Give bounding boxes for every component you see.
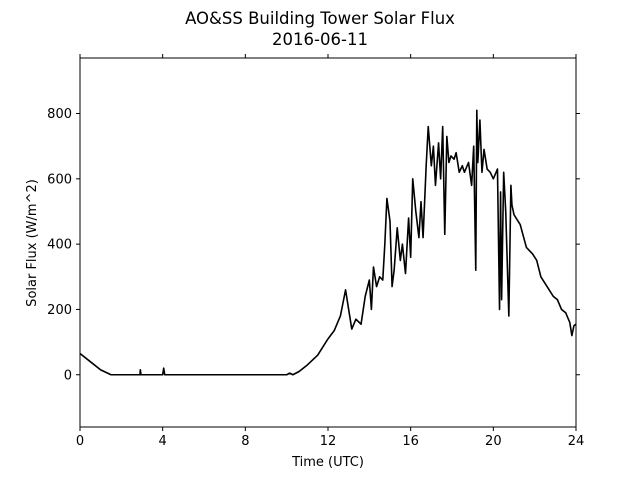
chart-subtitle: 2016-06-11 (272, 30, 368, 49)
x-tick-label: 8 (241, 434, 249, 449)
y-tick-label: 400 (47, 238, 72, 253)
y-axis-label: Solar Flux (W/m^2) (25, 179, 40, 307)
chart-title: AO&SS Building Tower Solar Flux (185, 9, 455, 28)
x-tick-label: 24 (568, 434, 585, 449)
y-tick-label: 200 (47, 303, 72, 318)
plot-frame (79, 57, 577, 428)
x-tick-label: 20 (485, 434, 502, 449)
y-tick-label: 600 (47, 172, 72, 187)
axis-ticks: 0 4 8 12 16 20 24 0 200 400 600 800 (47, 54, 584, 449)
x-tick-label: 16 (402, 434, 419, 449)
x-tick-label: 0 (76, 434, 84, 449)
x-tick-label: 12 (320, 434, 337, 449)
x-tick-label: 4 (159, 434, 167, 449)
x-axis-label: Time (UTC) (291, 455, 364, 470)
y-tick-label: 800 (47, 107, 72, 122)
series-line (79, 109, 577, 376)
y-tick-label: 0 (64, 368, 72, 383)
